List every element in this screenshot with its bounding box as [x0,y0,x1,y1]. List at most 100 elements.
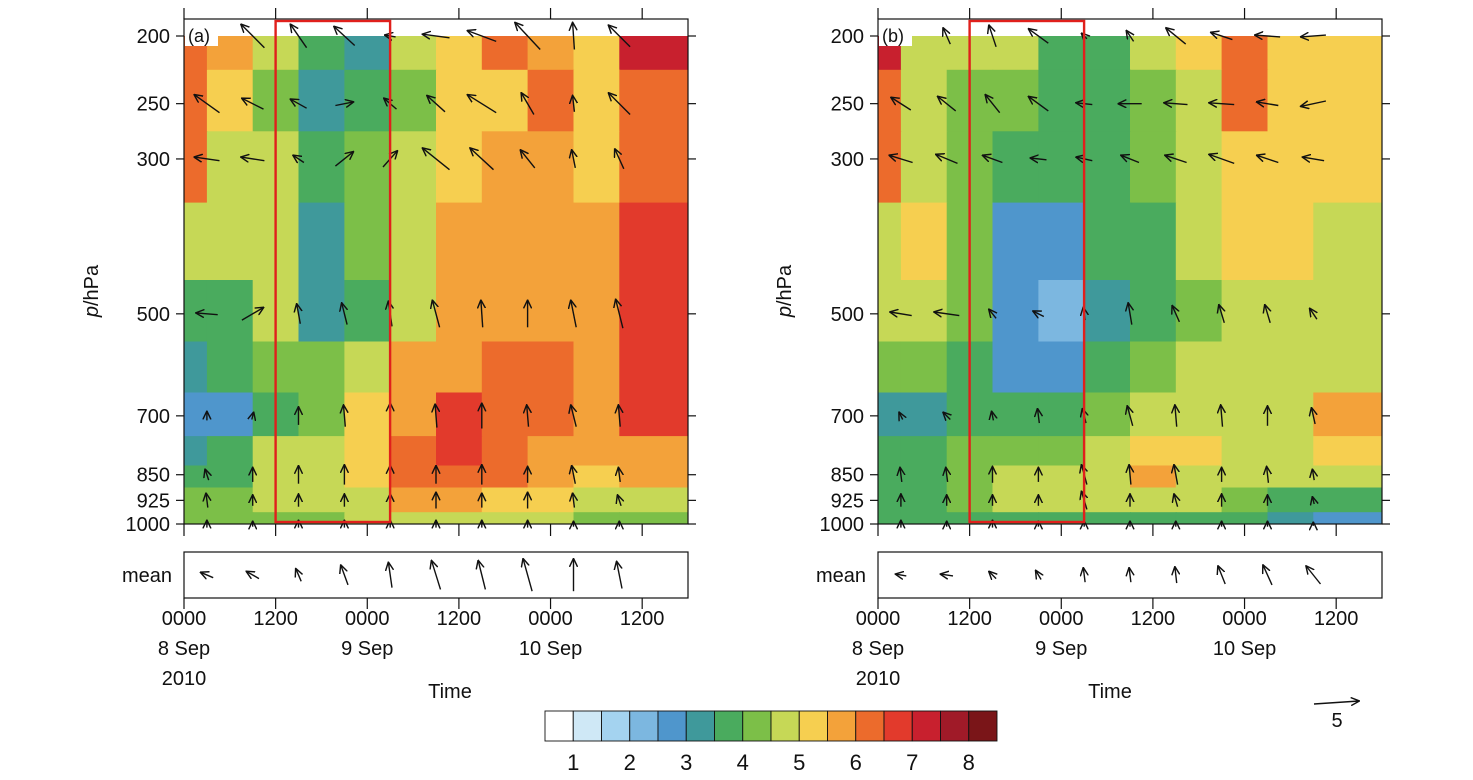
y-tick-label: 300 [137,149,170,171]
wind-arrow [427,96,446,113]
heatmap-cell [206,436,254,467]
heatmap-cell [1313,36,1382,71]
heatmap-cell [390,202,437,281]
heatmap-cell [573,131,621,204]
heatmap-cell [298,69,346,133]
wind-arrow [196,313,218,315]
x-tick-label: 1200 [1314,608,1359,630]
heatmap-cell [1175,512,1223,524]
heatmap-cell [1221,131,1269,204]
x-tick-label: 1200 [947,608,992,630]
panel-label-bg-a [185,22,218,46]
heatmap-cell [1130,512,1177,524]
heatmap-cell [1221,69,1269,133]
heatmap-cell [1084,465,1131,489]
y-axis-label-unit: /hPa [774,264,796,306]
heatmap-cell [1267,69,1315,133]
wind-arrow [571,405,576,427]
mean-wind-arrow [1036,571,1041,580]
heatmap-cell [1130,465,1177,489]
x-tick-label: 1200 [253,608,298,630]
wind-arrow [1312,497,1314,504]
colorbar-swatch [601,710,631,742]
plot-area-b-top-strip [878,19,1382,36]
heatmap-cell [390,436,437,467]
heatmap-cell [298,202,346,281]
heatmap-cell [481,392,529,437]
wind-arrow [989,25,997,48]
heatmap-cell [573,465,621,489]
y-tick-label: 700 [831,406,864,428]
heatmap-cell [1313,512,1382,524]
heatmap-cell [298,36,346,71]
heatmap-cell [184,280,208,343]
wind-arrow [1257,155,1279,164]
wind-arrow [1221,405,1223,427]
heatmap-cell [573,280,621,343]
wind-arrow [1267,467,1269,483]
colorbar [544,710,998,742]
heatmap-cell [573,202,621,281]
heatmap-cell [878,392,902,437]
x-tick-label: 10 Sep [1213,638,1276,660]
reference-arrow-label: 5 [1331,710,1342,732]
wind-arrow [616,299,624,329]
wind-arrow [297,304,301,324]
heatmap-cell [878,436,902,467]
heatmap-cell [481,487,529,513]
colorbar-swatch [883,710,913,742]
wind-arrow [992,411,994,421]
heatmap-cell [1267,280,1315,343]
heatmap-cell [1221,280,1269,343]
wind-arrow [241,308,264,321]
heatmap-cell [992,202,1040,281]
x-ticks-b [877,598,1337,609]
y-tick-label: 200 [831,26,864,48]
heatmap-cell [344,487,391,513]
heatmap-cell [527,131,575,204]
heatmap-cell [619,202,688,281]
wind-arrow [1172,306,1181,323]
x-axis-label-a: Time [428,681,472,703]
heatmap-cell [1084,36,1131,71]
heatmap-cell [1130,436,1177,467]
heatmap-cell [184,392,208,437]
colorbar-swatch [572,710,602,742]
colorbar-tick-label: 3 [680,750,692,775]
wind-arrow [1301,35,1326,37]
highlight-box-a [274,19,392,524]
x-tick-label: 0000 [1222,608,1267,630]
heatmap-cell [184,487,208,513]
heatmap-cell [1084,202,1131,281]
wind-arrow [432,300,441,328]
heatmap-cell [481,436,529,467]
heatmap-cell [1267,512,1315,524]
wind-arrow [241,24,265,49]
heatmap-cell [527,392,575,437]
heatmap-cell [992,69,1040,133]
heatmap-cell [184,512,208,524]
heatmap-cell [619,392,688,437]
heatmap-cell [436,487,483,513]
mean-wind-arrow [388,562,392,588]
heatmap-cell [992,131,1040,204]
heatmap-cell [527,69,575,133]
heatmap-cell [1313,487,1382,513]
wind-arrow [946,468,948,482]
mean-wind-arrow [1263,565,1273,586]
heatmap-cell [1084,69,1131,133]
heatmap-cell [1175,465,1223,489]
heatmap-cell [344,465,391,489]
heatmap-cell [619,512,688,524]
wind-arrow [572,466,576,484]
heatmap-cell [527,280,575,343]
heatmap-cell [481,36,529,71]
wind-arrow [573,493,575,508]
x-tick-label: 8 Sep [158,638,210,660]
wind-arrow [615,149,625,170]
heatmap-cell [436,341,483,394]
wind-arrow [1257,102,1279,106]
wind-arrow [1030,158,1047,160]
x-tick-labels-a: 0000 8 Sep 2010 1200 0000 9 Sep 1200 0000 10 Sep… [158,608,665,690]
